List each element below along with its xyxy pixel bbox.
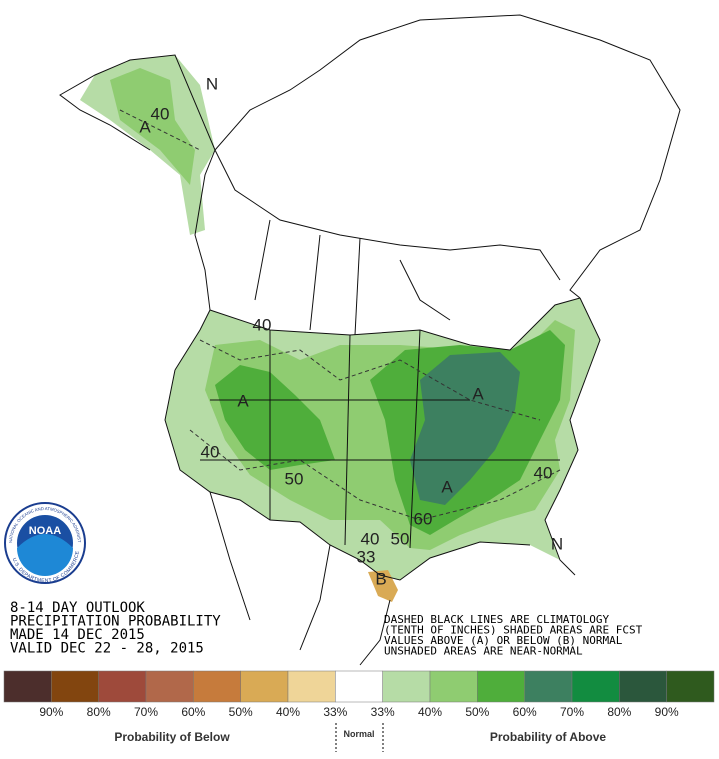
legend-label: 70% (560, 705, 584, 719)
note-line: UNSHADED AREAS ARE NEAR-NORMAL (384, 645, 583, 658)
us-shade-70 (410, 352, 520, 505)
legend-swatch (287, 670, 336, 703)
map-label: A (139, 117, 151, 136)
legend-label: 60% (181, 705, 205, 719)
logo-ring-top-path: NATIONAL OCEANIC AND ATMOSPHERIC ADMINIS… (0, 0, 82, 543)
map-label: 40 (534, 463, 553, 482)
map-label: 40 (253, 315, 272, 334)
map-label: A (441, 477, 453, 496)
legend-swatch (193, 670, 241, 703)
legend-label: 50% (229, 705, 253, 719)
legend-swatch (382, 670, 431, 703)
title-line: VALID DEC 22 - 28, 2015 (10, 641, 204, 657)
legend-swatch (571, 670, 620, 703)
map-label: 60 (414, 509, 433, 528)
legend-swatch (240, 670, 289, 703)
legend-label: 40% (276, 705, 300, 719)
boundaries (59, 14, 681, 666)
legend-label: 80% (87, 705, 111, 719)
map-label: 40 (151, 104, 170, 123)
legend-swatch (145, 670, 194, 703)
map-label: 33 (357, 547, 376, 566)
title-line: MADE 14 DEC 2015 (10, 627, 145, 643)
note-line: DASHED BLACK LINES ARE CLIMATOLOGY (384, 613, 610, 626)
map-label: 40 (361, 529, 380, 548)
title-line: 8-14 DAY OUTLOOK (10, 600, 145, 616)
legend-label: 33% (323, 705, 347, 719)
legend-swatch (524, 670, 573, 703)
map-label: A (237, 391, 249, 410)
legend-swatch (429, 670, 478, 703)
legend-swatch (98, 670, 147, 703)
map-label: 40 (201, 442, 220, 461)
title-line: PRECIPITATION PROBABILITY (10, 614, 221, 630)
alaska-shade (80, 55, 215, 235)
map-label: A (472, 384, 484, 403)
legend-swatch (51, 670, 99, 703)
map-label: N (551, 534, 563, 553)
legend-label: 70% (134, 705, 158, 719)
legend-label: 90% (39, 705, 63, 719)
legend-swatch (619, 670, 667, 703)
legend-swatch (335, 670, 383, 703)
legend-label: 90% (655, 705, 679, 719)
note-line: (TENTH OF INCHES) SHADED AREAS ARE FCST (384, 624, 643, 637)
us-shade-60w (215, 365, 335, 470)
legend-label: 40% (418, 705, 442, 719)
logo-ring-top: NATIONAL OCEANIC AND ATMOSPHERIC ADMINIS… (0, 0, 82, 543)
normal-label: Normal (343, 729, 374, 739)
legend-swatch (666, 670, 715, 703)
legend-label: 60% (513, 705, 537, 719)
below-label: Probability of Below (114, 730, 230, 744)
legend-swatch (3, 670, 52, 703)
map-label: B (375, 569, 386, 588)
legend-swatch (477, 670, 525, 703)
legend: 90% 80% 70% 60% 50% 40% 33% 33% 40% 50% 60% 70% 80% 9… (3, 670, 715, 719)
map-label: N (206, 74, 218, 93)
map-label: 50 (391, 529, 410, 548)
legend-label: 33% (371, 705, 395, 719)
logo-text: NOAA (29, 525, 61, 537)
climatology-lines (119, 109, 561, 521)
map-label: 50 (285, 469, 304, 488)
note-block: DASHED BLACK LINES ARE CLIMATOLOGY(TENTH… (384, 613, 643, 658)
above-label: Probability of Above (490, 730, 607, 744)
legend-label: 50% (465, 705, 489, 719)
legend-label: 80% (607, 705, 631, 719)
note-line: VALUES ABOVE (A) OR BELOW (B) NORMAL (384, 634, 623, 647)
